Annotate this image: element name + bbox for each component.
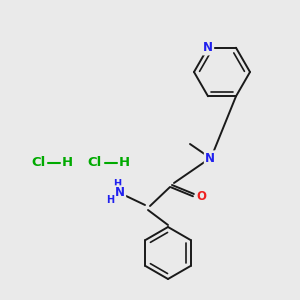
- Text: H: H: [106, 195, 114, 205]
- Text: Cl: Cl: [88, 157, 102, 169]
- Text: H: H: [61, 157, 73, 169]
- Text: H: H: [113, 179, 121, 189]
- Text: H: H: [118, 157, 130, 169]
- Text: O: O: [196, 190, 206, 203]
- Text: Cl: Cl: [31, 157, 45, 169]
- Text: N: N: [203, 41, 213, 54]
- Text: N: N: [205, 152, 215, 164]
- Text: N: N: [115, 187, 125, 200]
